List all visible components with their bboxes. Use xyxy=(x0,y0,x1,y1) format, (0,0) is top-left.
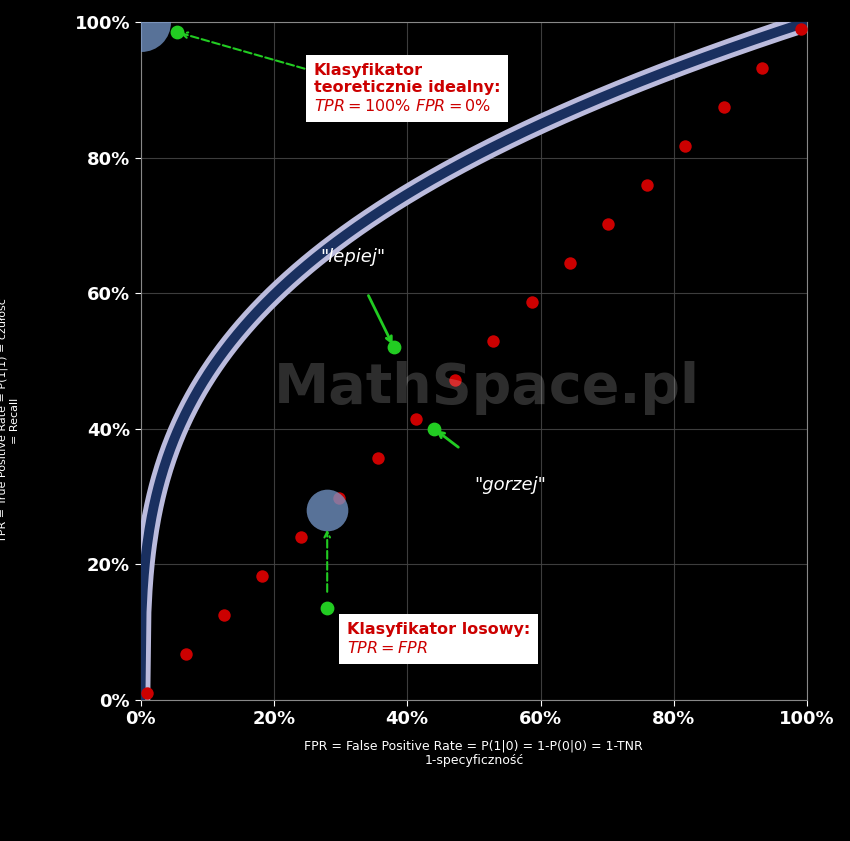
Point xyxy=(756,61,769,75)
X-axis label: FPR = False Positive Rate = P(1|0) = 1-P(0|0) = 1-TNR
1-specyficzność: FPR = False Positive Rate = P(1|0) = 1-P… xyxy=(304,739,643,767)
Point xyxy=(794,22,808,35)
Point xyxy=(218,608,231,621)
Text: "lepiej": "lepiej" xyxy=(320,248,386,266)
Point xyxy=(717,100,730,114)
Text: TPR = True Positive Rate = P(1|1) = czułość
= Recall: TPR = True Positive Rate = P(1|1) = czuł… xyxy=(0,299,20,542)
Point xyxy=(564,257,577,270)
Point xyxy=(371,452,384,465)
Point xyxy=(410,413,423,426)
Point xyxy=(178,647,192,660)
Point xyxy=(678,140,692,153)
Point xyxy=(320,503,334,516)
Text: Klasyfikator losowy:
$\mathit{TPR = FPR}$: Klasyfikator losowy: $\mathit{TPR = FPR}… xyxy=(347,622,530,655)
Point xyxy=(427,422,440,436)
Text: MathSpace.pl: MathSpace.pl xyxy=(275,361,700,415)
Point xyxy=(133,15,147,29)
Point xyxy=(486,335,500,348)
Point xyxy=(320,601,334,615)
Point xyxy=(602,217,615,230)
Point xyxy=(640,178,654,192)
Text: Klasyfikator
teoreticznie idealny:
$\mathit{TPR = 100\%\ FPR = 0\%}$: Klasyfikator teoreticznie idealny: $\mat… xyxy=(314,63,501,114)
Point xyxy=(294,530,308,543)
Point xyxy=(332,491,346,505)
Text: "gorzej": "gorzej" xyxy=(473,476,546,494)
Point xyxy=(256,569,269,582)
Point xyxy=(387,341,400,354)
Point xyxy=(448,373,462,387)
Point xyxy=(140,686,154,700)
Point xyxy=(170,25,184,39)
Point xyxy=(524,295,538,309)
